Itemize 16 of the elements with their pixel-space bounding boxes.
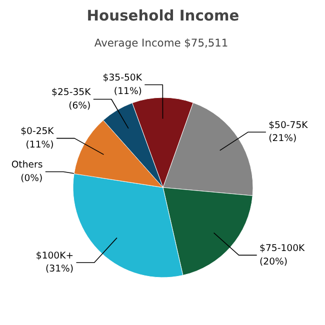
slice-label: $75-100K	[260, 243, 306, 254]
data-label: (11%)	[114, 86, 142, 97]
chart-title: Household Income	[86, 8, 240, 24]
slice-label: $50-75K	[268, 120, 309, 132]
data-label: (6%)	[68, 100, 91, 112]
category-label: Others	[11, 160, 43, 171]
data-label: (20%)	[260, 256, 288, 268]
data-label: (21%)	[268, 133, 297, 144]
slice-label: $0-25K	[20, 126, 55, 138]
slice-label: $100K+	[36, 250, 74, 262]
text: (0%)	[20, 172, 43, 184]
data-label: (11%)	[26, 139, 54, 150]
chart-subtitle: Average Income $75,511	[94, 36, 228, 50]
slice-label: $25-35K	[52, 87, 92, 98]
slice-label: $35-50K	[102, 72, 143, 84]
data-label: (31%)	[46, 264, 74, 275]
